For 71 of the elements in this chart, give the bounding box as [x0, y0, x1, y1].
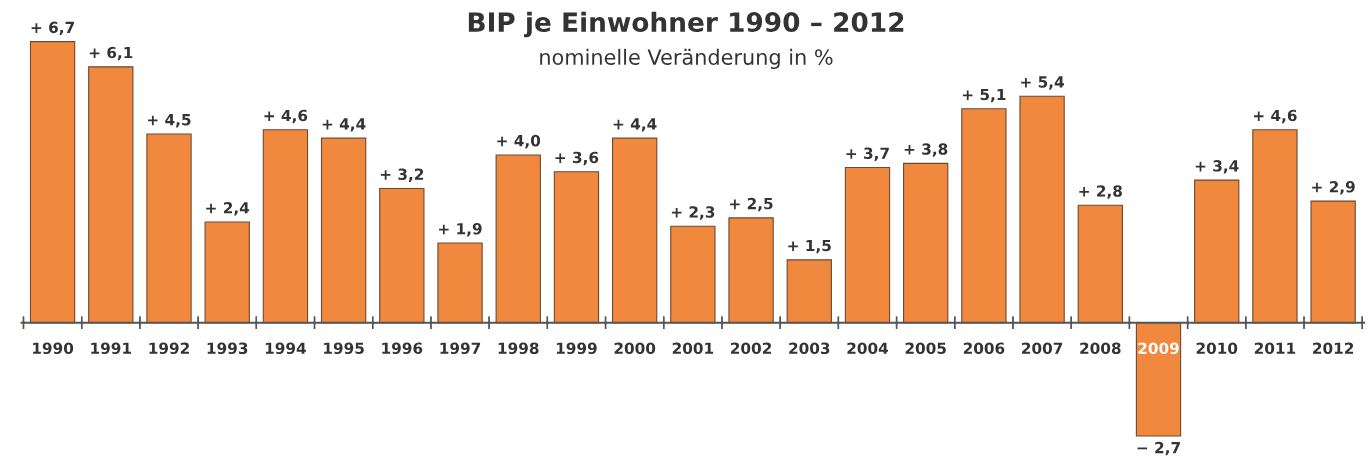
bar [437, 242, 483, 324]
x-tick-label: 2007 [1022, 342, 1063, 355]
x-tick-label: 1997 [440, 342, 481, 355]
data-label: + 4,4 [322, 118, 366, 132]
bar [1310, 200, 1356, 324]
bar [262, 129, 309, 324]
x-tick-label: 2012 [1313, 342, 1354, 355]
data-label: + 3,2 [380, 168, 424, 182]
x-tick-label: 2011 [1254, 342, 1296, 355]
bar [1252, 129, 1298, 324]
bar [903, 162, 949, 324]
bar [670, 225, 716, 324]
data-label: + 2,4 [206, 201, 250, 216]
bar [1019, 95, 1065, 324]
bar [844, 166, 891, 324]
data-label: + 4,6 [1253, 109, 1297, 124]
data-label: − 2,7 [1137, 441, 1180, 456]
data-label: + 2,9 [1312, 181, 1355, 195]
data-label: + 4,5 [148, 114, 191, 128]
chart-title: BIP je Einwohner 1990 – 2012 [468, 11, 904, 38]
data-label: + 3,8 [904, 143, 948, 157]
x-tick-label: 2008 [1080, 342, 1121, 355]
data-label: + 4,4 [613, 118, 657, 132]
data-label: + 2,3 [671, 206, 715, 220]
data-label: + 4,6 [264, 109, 308, 124]
bar [146, 133, 192, 324]
x-tick-label: 1994 [265, 342, 306, 355]
x-tick-label: 2009 [1138, 342, 1179, 355]
bar [379, 187, 425, 324]
x-tick-label: 1990 [33, 342, 74, 355]
x-tick-label: 2001 [672, 342, 714, 355]
data-label: + 6,1 [89, 46, 133, 61]
data-label: + 6,7 [31, 21, 74, 36]
bar [728, 217, 774, 324]
bar [495, 154, 541, 324]
bar [1135, 322, 1182, 437]
bar [29, 41, 76, 324]
bar [1194, 179, 1240, 324]
x-tick-label: 1999 [556, 342, 597, 355]
bar [961, 108, 1007, 324]
x-tick-label: 2003 [789, 342, 830, 355]
x-tick-label: 1995 [324, 342, 364, 355]
bar [553, 171, 600, 324]
data-label: + 1,5 [788, 239, 831, 254]
bar [611, 137, 658, 324]
data-label: + 1,9 [439, 222, 482, 237]
data-label: + 3,4 [1195, 160, 1239, 174]
bar [88, 66, 134, 324]
data-label: + 3,7 [846, 147, 889, 161]
bar [204, 221, 250, 324]
x-tick-label: 1991 [91, 342, 132, 355]
x-tick-label: 2004 [847, 342, 889, 355]
bar [786, 259, 832, 324]
data-label: + 2,5 [730, 197, 773, 212]
x-tick-label: 2006 [963, 342, 1005, 355]
x-tick-label: 1992 [149, 342, 189, 355]
bar [320, 137, 367, 324]
x-tick-label: 2002 [731, 342, 771, 355]
data-label: + 4,0 [497, 134, 541, 149]
data-label: + 5,1 [962, 88, 1006, 103]
x-tick-label: 2005 [905, 342, 946, 355]
data-label: + 5,4 [1021, 76, 1064, 90]
x-tick-label: 2010 [1196, 342, 1238, 355]
x-tick-label: 1998 [498, 342, 539, 355]
chart-subtitle: nominelle Veränderung in % [540, 48, 833, 69]
x-tick-label: 1996 [382, 342, 423, 355]
bar [1077, 204, 1123, 324]
x-tick-label: 2000 [614, 342, 656, 355]
data-label: + 2,8 [1079, 185, 1122, 199]
data-label: + 3,6 [555, 151, 599, 166]
x-tick-label: 1993 [207, 342, 248, 355]
